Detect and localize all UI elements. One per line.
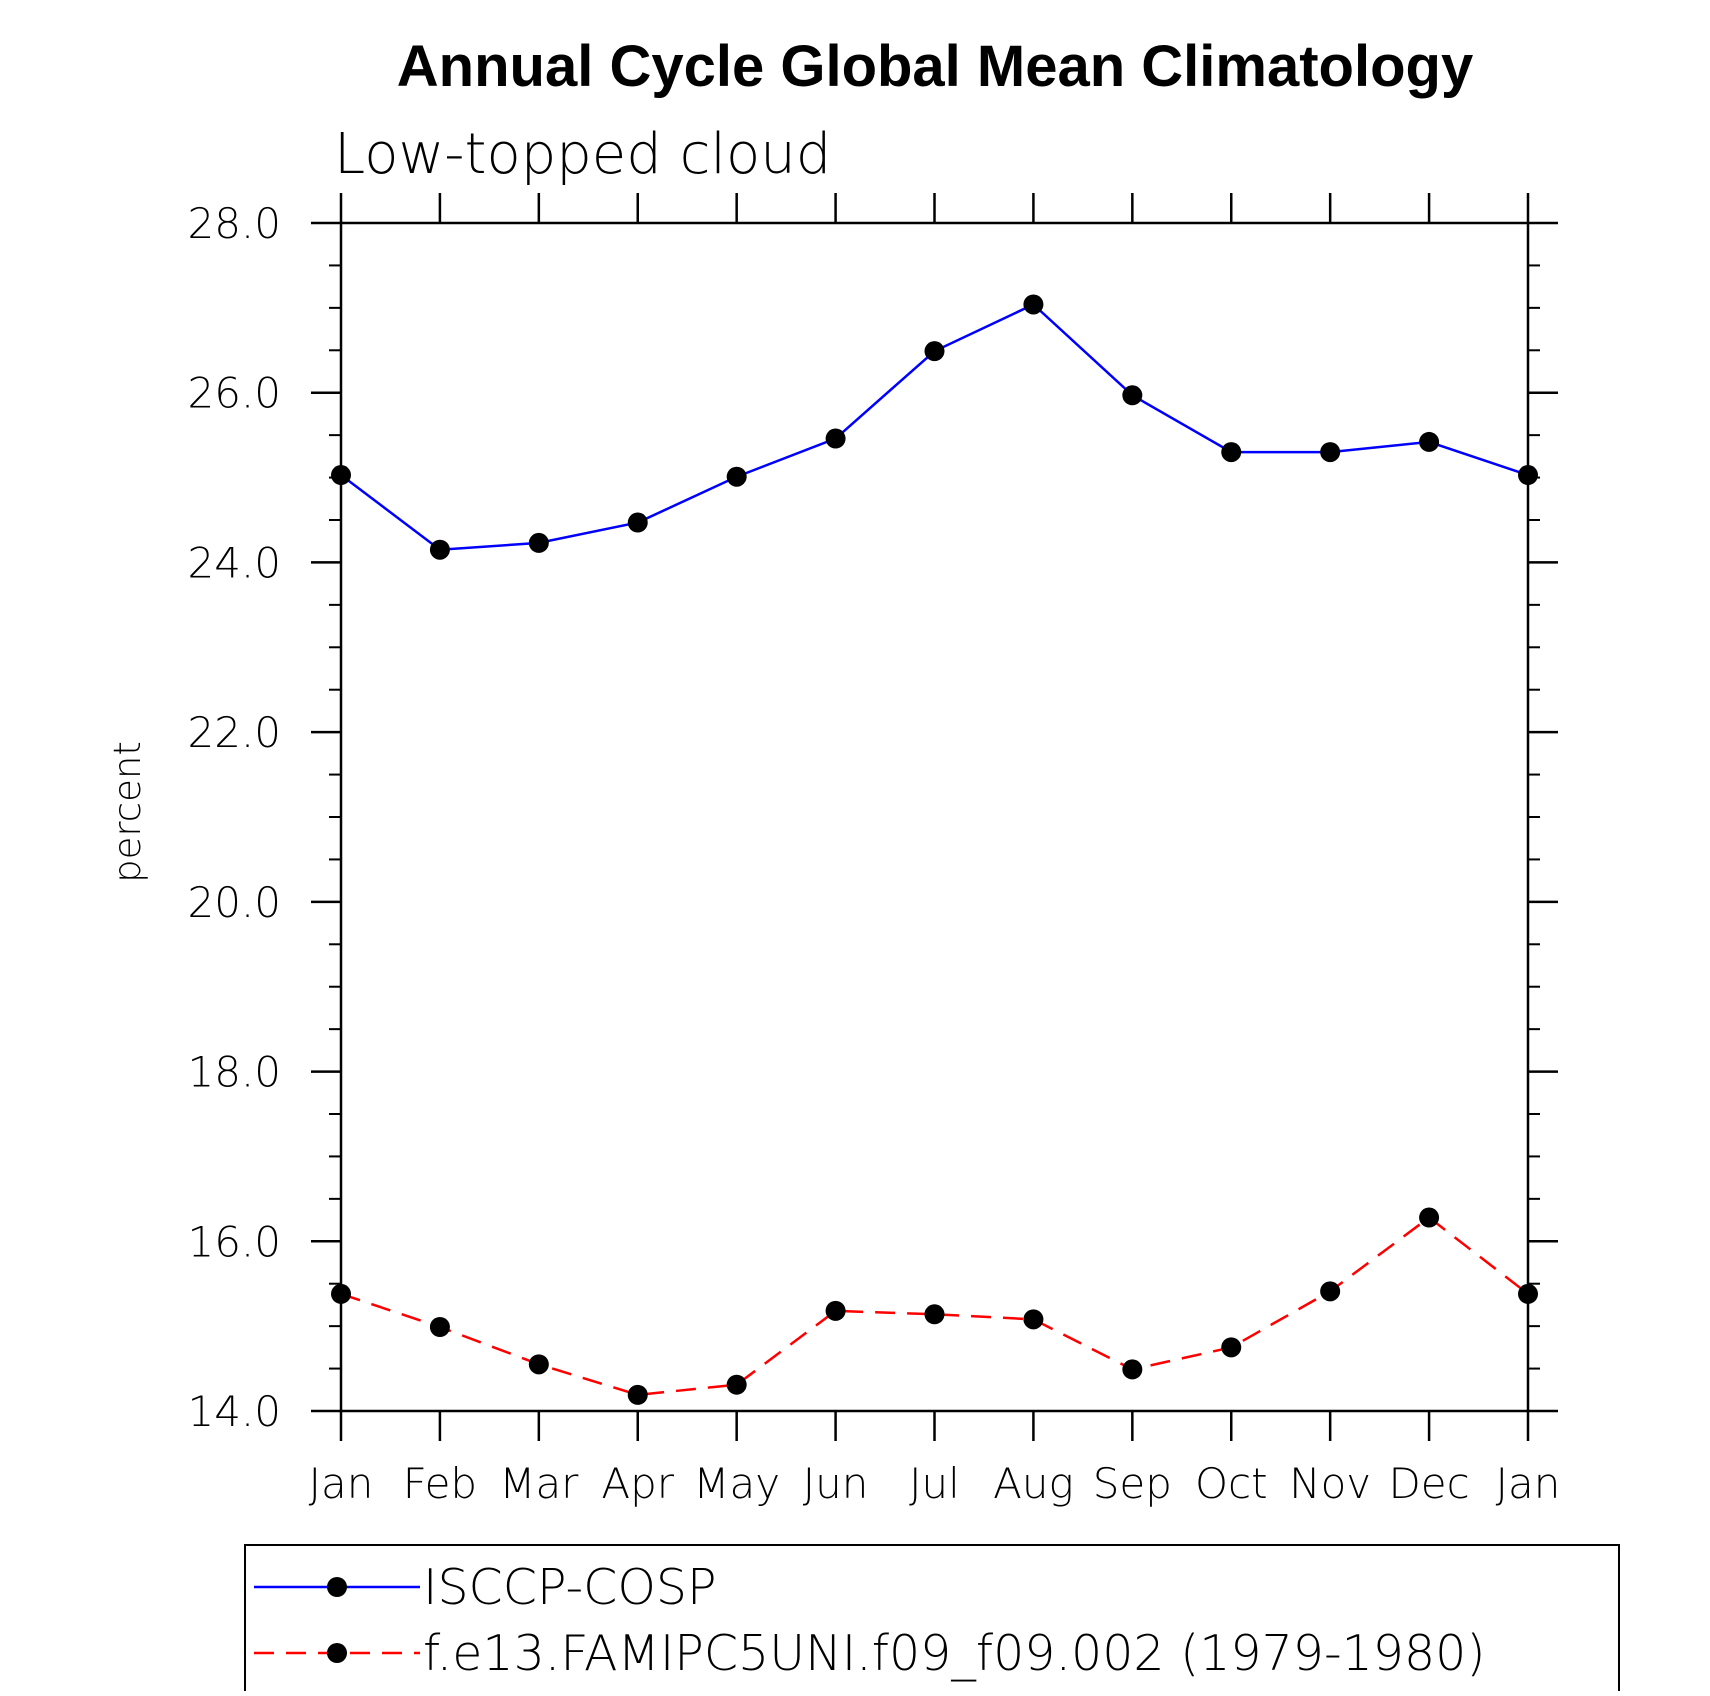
y-tick-label: 18.0 (187, 1048, 281, 1097)
series-1-point (1023, 1309, 1044, 1330)
series-0-point (429, 539, 450, 560)
y-tick-label: 24.0 (187, 538, 281, 587)
legend-box (244, 1544, 1620, 1695)
y-tick-label: 26.0 (187, 369, 281, 418)
y-tick-label: 22.0 (187, 708, 281, 757)
series-layer (331, 294, 1538, 1405)
series-1-point (331, 1283, 351, 1304)
legend-marker-isccp (327, 1577, 347, 1597)
series-0-point (528, 532, 549, 553)
series-0-point (825, 428, 846, 449)
x-tick-label: Mar (499, 1459, 579, 1508)
y-tick-label: 16.0 (187, 1217, 281, 1266)
y-tick-label: 20.0 (187, 878, 281, 927)
plot-frame (339, 221, 1530, 1413)
x-tick-label: Dec (1388, 1459, 1469, 1508)
x-tick-label: Jan (1496, 1459, 1561, 1508)
y-axis-label: percent (106, 741, 149, 883)
x-tick-label: Jul (909, 1459, 960, 1508)
series-0-point (1221, 442, 1242, 463)
x-tick-label: Apr (601, 1459, 674, 1508)
series-0-point (1419, 431, 1440, 452)
axes: Jan Feb Mar Apr May Jun Jul Aug Sep Oct Nov Dec Jan 1… (187, 193, 1560, 1508)
series-1-point (726, 1374, 747, 1395)
x-tick-label: Sep (1093, 1459, 1172, 1508)
series-0-point (1518, 465, 1538, 486)
x-tick-label: Nov (1289, 1459, 1371, 1508)
legend-marker-model (327, 1643, 347, 1663)
series-1-point (528, 1354, 549, 1375)
legend-label-isccp: ISCCP-COSP (423, 1559, 717, 1616)
y-tick-label: 28.0 (187, 199, 281, 248)
x-tick-label: Aug (993, 1459, 1074, 1508)
series-0-point (331, 465, 351, 486)
series-1-point (1221, 1337, 1242, 1358)
legend: ISCCP-COSP f.e13.FAMIPC5UNI.f09_f09.002 … (244, 1544, 1620, 1695)
series-1-point (627, 1384, 648, 1405)
series-0-point (1320, 442, 1341, 463)
x-tick-label: May (693, 1459, 780, 1508)
x-tick-label: Jan (309, 1459, 374, 1508)
series-1-point (429, 1316, 450, 1337)
series-1-point (924, 1304, 945, 1325)
series-1-point (1320, 1281, 1341, 1302)
chart-title: Annual Cycle Global Mean Climatology (397, 34, 1473, 99)
y-tick-label: 14.0 (187, 1387, 281, 1436)
series-0-point (1023, 294, 1044, 315)
chart-subtitle: Low-topped cloud (334, 122, 831, 187)
x-tick-label: Oct (1195, 1459, 1268, 1508)
legend-label-model: f.e13.FAMIPC5UNI.f09_f09.002 (1979-1980) (423, 1625, 1485, 1682)
series-1-point (825, 1300, 846, 1321)
series-0-point (1122, 385, 1143, 406)
series-1-point (1122, 1359, 1143, 1380)
series-0-point (627, 512, 648, 533)
series-0-point (924, 341, 945, 362)
x-tick-label: Feb (403, 1459, 477, 1508)
series-0-point (726, 466, 747, 487)
series-1-point (1518, 1283, 1538, 1304)
series-1-point (1419, 1207, 1440, 1228)
x-tick-label: Jun (803, 1459, 869, 1508)
